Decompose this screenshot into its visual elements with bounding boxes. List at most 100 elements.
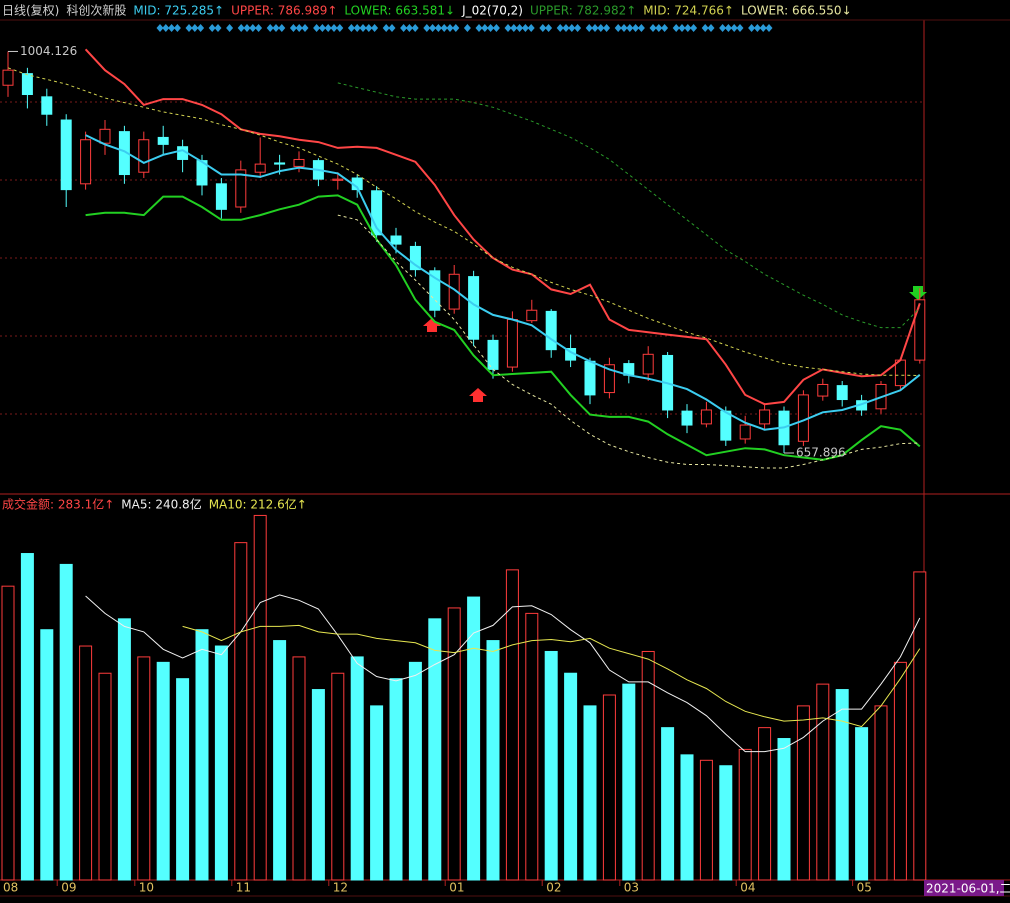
signal-diamond <box>400 24 408 32</box>
signal-diamond <box>672 24 680 32</box>
volume-bar <box>680 754 694 881</box>
signal-diamond <box>347 24 355 32</box>
candle-body <box>817 383 829 397</box>
legend-label: LOWER: 666.550↓ <box>741 4 852 18</box>
signal-diamond <box>748 24 756 32</box>
candle-body <box>2 69 14 86</box>
signal-diamond <box>481 24 489 32</box>
signal-diamond <box>191 24 199 32</box>
signal-diamond <box>504 24 512 32</box>
volume-bar <box>137 656 151 881</box>
signal-diamond <box>690 24 698 32</box>
candle-body <box>409 245 421 271</box>
signal-diamond <box>603 24 611 32</box>
signal-diamond <box>539 24 547 32</box>
volume-bar <box>370 705 384 881</box>
candle-body <box>526 309 538 322</box>
signal-diamond <box>423 24 431 32</box>
volume-bar <box>855 727 869 881</box>
signal-diamond <box>661 24 669 32</box>
signal-diamond <box>556 24 564 32</box>
legend-label: UPPER: 782.982↑ <box>530 4 636 18</box>
signal-diamond <box>330 24 338 32</box>
signal-diamond <box>278 24 286 32</box>
volume-bar <box>273 640 287 881</box>
indicator-line <box>337 214 920 469</box>
signal-diamond <box>249 24 257 32</box>
volume-bar <box>79 645 93 881</box>
signal-diamond <box>318 24 326 32</box>
signal-diamond <box>736 24 744 32</box>
volume-bar <box>20 553 34 881</box>
candle-body <box>584 360 596 396</box>
x-tick-label: 11 <box>236 881 251 895</box>
signal-diamond <box>521 24 529 32</box>
candle-body <box>390 235 402 245</box>
signal-diamond <box>301 24 309 32</box>
signal-diamond <box>637 24 645 32</box>
signal-diamond <box>208 24 216 32</box>
signal-diamond <box>313 24 321 32</box>
candle-body <box>468 276 480 340</box>
signal-diamond <box>545 24 553 32</box>
signal-diamond <box>353 24 361 32</box>
volume-bar <box>311 689 325 881</box>
signal-diamond <box>516 24 524 32</box>
signal-diamond <box>197 24 205 32</box>
signal-diamond <box>620 24 628 32</box>
candle-body <box>196 160 208 186</box>
candle-body <box>215 183 227 210</box>
legend-label: LOWER: 663.581↓ <box>344 4 455 18</box>
volume-bar <box>699 759 713 881</box>
candle-body <box>739 424 751 440</box>
candle-body <box>138 139 150 173</box>
candle-body <box>681 410 693 426</box>
volume-bar <box>350 656 364 881</box>
volume-bar <box>467 596 481 881</box>
volume-bar <box>525 612 539 881</box>
volume-bar <box>893 661 907 881</box>
volume-bar <box>661 727 675 881</box>
signal-diamond <box>759 24 767 32</box>
legend-label: J_02(70,2) <box>461 4 523 18</box>
candle-body <box>254 163 266 173</box>
signal-diamond <box>678 24 686 32</box>
cursor-box <box>924 880 1004 896</box>
volume-bar <box>816 683 830 881</box>
candle-body <box>235 169 247 208</box>
x-tick-label: 02 <box>546 881 561 895</box>
signal-diamond <box>527 24 535 32</box>
signal-diamond <box>452 24 460 32</box>
signal-diamond <box>562 24 570 32</box>
signal-diamond <box>753 24 761 32</box>
signal-diamond <box>591 24 599 32</box>
volume-bar <box>234 542 248 881</box>
signal-diamond <box>429 24 437 32</box>
signal-diamond <box>173 24 181 32</box>
candle-body <box>836 385 848 401</box>
signal-diamond <box>371 24 379 32</box>
legend-label: MA5: 240.8亿 <box>121 497 201 512</box>
candle-body <box>99 128 111 144</box>
signal-diamond <box>168 24 176 32</box>
x-tick-label: 05 <box>857 881 872 895</box>
candle-body <box>293 158 305 167</box>
candle-body <box>914 299 926 361</box>
signal-diamond <box>765 24 773 32</box>
volume-bar <box>331 672 345 881</box>
candle-body <box>720 410 732 441</box>
buy-signal <box>423 318 441 332</box>
signal-diamond <box>655 24 663 32</box>
indicator-line <box>85 134 921 431</box>
volume-bar <box>641 650 655 881</box>
legend-label: MID: 724.766↑ <box>643 4 734 18</box>
signal-diamond <box>226 24 234 32</box>
volume-bar <box>505 569 519 881</box>
signal-diamond <box>475 24 483 32</box>
legend-label: MID: 725.285↑ <box>133 4 224 18</box>
volume-bar <box>602 694 616 881</box>
candle-body <box>157 136 169 145</box>
x-tick-label: 10 <box>139 881 154 895</box>
